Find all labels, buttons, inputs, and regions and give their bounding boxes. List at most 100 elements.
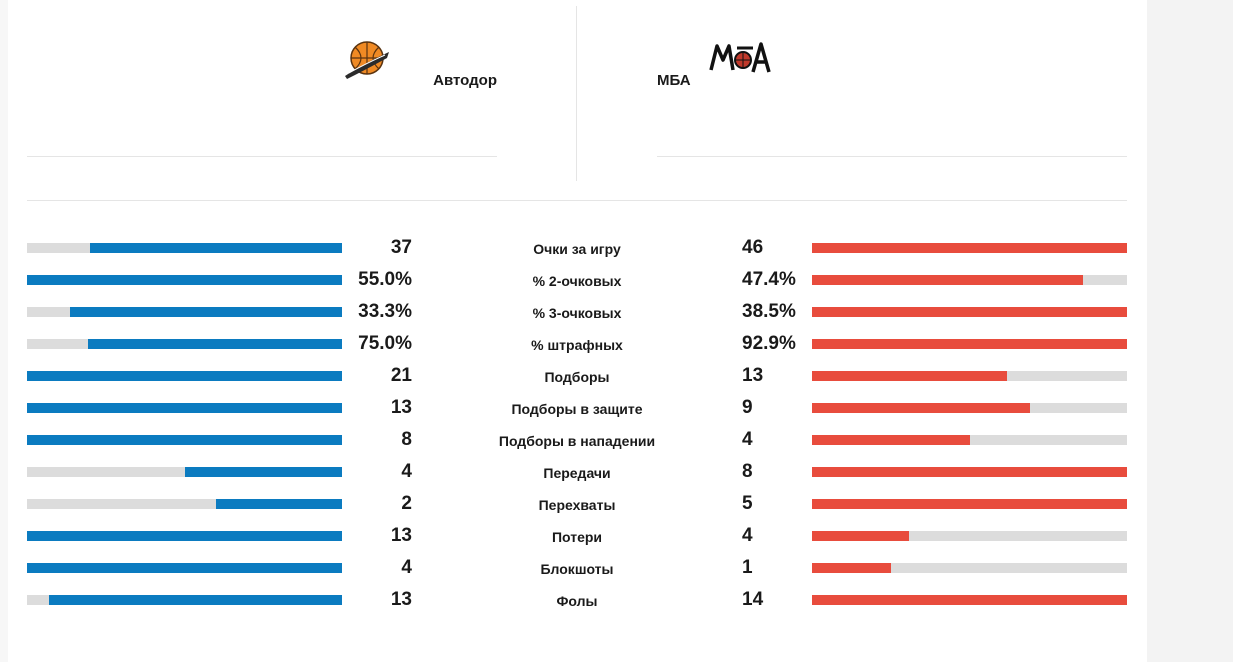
away-stat-bar (812, 243, 1127, 253)
away-team[interactable]: МБА (657, 0, 1127, 157)
away-stat-bar (812, 371, 1127, 381)
stat-row: 13 Фолы 14 (27, 584, 1127, 616)
teams-header: Автодор МБА (27, 0, 1127, 200)
home-stat-value: 55.0% (358, 269, 412, 290)
home-stat-value: 21 (390, 365, 412, 386)
home-stat-value: 8 (401, 429, 412, 450)
home-stat-value: 75.0% (358, 333, 412, 354)
home-stat-value: 13 (390, 525, 412, 546)
home-stat-bar-fill (49, 595, 342, 605)
home-stat-bar (27, 371, 342, 381)
home-stat-bar (27, 595, 342, 605)
home-stat-bar (27, 563, 342, 573)
home-team-name[interactable]: Автодор (433, 72, 497, 89)
away-stat-bar (812, 499, 1127, 509)
home-stat-bar-fill (184, 467, 342, 477)
home-stat-bar (27, 307, 342, 317)
stat-label: Фолы (556, 593, 598, 609)
home-stat-bar (27, 339, 342, 349)
stat-label: % 3-очковых (532, 305, 622, 321)
home-stat-bar-fill (27, 403, 342, 413)
stat-row: 75.0% % штрафных 92.9% (27, 328, 1127, 360)
away-stat-bar (812, 275, 1127, 285)
stats-table: 37 Очки за игру 46 55.0% % 2-очковых 47.4% 33.… (27, 232, 1127, 616)
away-stat-value: 38.5% (742, 301, 796, 322)
away-stat-bar-fill (812, 275, 1083, 285)
stat-row: 37 Очки за игру 46 (27, 232, 1127, 264)
stat-row: 21 Подборы 13 (27, 360, 1127, 392)
away-stat-value: 5 (742, 493, 753, 514)
home-team[interactable]: Автодор (27, 0, 497, 157)
away-stat-bar (812, 403, 1127, 413)
away-stat-bar (812, 531, 1127, 541)
away-stat-bar (812, 467, 1127, 477)
home-stat-bar-fill (87, 339, 342, 349)
home-stat-bar-fill (27, 531, 342, 541)
home-stat-value: 4 (401, 557, 412, 578)
stat-row: 2 Перехваты 5 (27, 488, 1127, 520)
home-stat-bar (27, 467, 342, 477)
basketball-logo-icon (345, 41, 389, 79)
away-stat-bar (812, 563, 1127, 573)
home-stat-bar-fill (216, 499, 342, 509)
away-stat-bar-fill (812, 595, 1127, 605)
away-stat-bar-fill (812, 371, 1007, 381)
away-stat-value: 13 (742, 365, 764, 386)
away-stat-bar-fill (812, 563, 891, 573)
mba-logo-icon (709, 42, 771, 73)
home-stat-value: 13 (390, 589, 412, 610)
away-stat-bar-fill (812, 243, 1127, 253)
home-stat-bar-fill (27, 371, 342, 381)
home-stat-bar (27, 275, 342, 285)
left-gutter (0, 0, 8, 662)
away-stat-bar-fill (812, 467, 1127, 477)
header-divider (27, 200, 1127, 201)
home-stat-bar-fill (90, 243, 342, 253)
away-stat-value: 8 (742, 461, 753, 482)
home-stat-value: 13 (390, 397, 412, 418)
home-stat-bar-fill (27, 275, 342, 285)
stat-row: 8 Подборы в нападении 4 (27, 424, 1127, 456)
stat-row: 33.3% % 3-очковых 38.5% (27, 296, 1127, 328)
home-stat-value: 37 (390, 237, 412, 258)
stat-row: 55.0% % 2-очковых 47.4% (27, 264, 1127, 296)
home-stat-bar (27, 243, 342, 253)
stat-label: Подборы в нападении (498, 433, 656, 449)
home-stat-value: 33.3% (358, 301, 412, 322)
stat-row: 13 Подборы в защите 9 (27, 392, 1127, 424)
away-stat-bar-fill (812, 531, 910, 541)
away-stat-value: 92.9% (742, 333, 796, 354)
away-stat-bar (812, 307, 1127, 317)
home-stat-value: 2 (401, 493, 412, 514)
home-stat-bar-fill (69, 307, 342, 317)
stat-label: Очки за игру (533, 241, 621, 257)
away-stat-value: 47.4% (742, 269, 796, 290)
away-stat-value: 1 (742, 557, 753, 578)
stat-label: Блокшоты (540, 561, 614, 577)
away-stat-bar (812, 339, 1127, 349)
home-stat-bar-fill (27, 563, 342, 573)
home-stat-bar (27, 435, 342, 445)
stat-row: 4 Передачи 8 (27, 456, 1127, 488)
away-stat-bar-fill (812, 403, 1030, 413)
away-stat-bar-fill (812, 339, 1127, 349)
stat-label: Потери (551, 529, 603, 545)
stat-label: Подборы в защите (511, 401, 643, 417)
vertical-divider (576, 6, 577, 181)
away-stat-bar-fill (812, 307, 1127, 317)
away-stat-value: 46 (742, 237, 764, 258)
away-team-name[interactable]: МБА (657, 72, 691, 89)
home-stat-bar-fill (27, 435, 342, 445)
away-stat-bar-fill (812, 435, 970, 445)
home-stat-bar (27, 403, 342, 413)
stat-label: % штрафных (531, 337, 623, 353)
away-stat-value: 14 (742, 589, 764, 610)
right-gutter (1147, 0, 1233, 662)
home-stat-value: 4 (401, 461, 412, 482)
away-stat-bar (812, 435, 1127, 445)
stat-label: Подборы (544, 369, 610, 385)
away-stat-value: 9 (742, 397, 753, 418)
home-stat-bar (27, 531, 342, 541)
stat-label: Передачи (543, 465, 611, 481)
